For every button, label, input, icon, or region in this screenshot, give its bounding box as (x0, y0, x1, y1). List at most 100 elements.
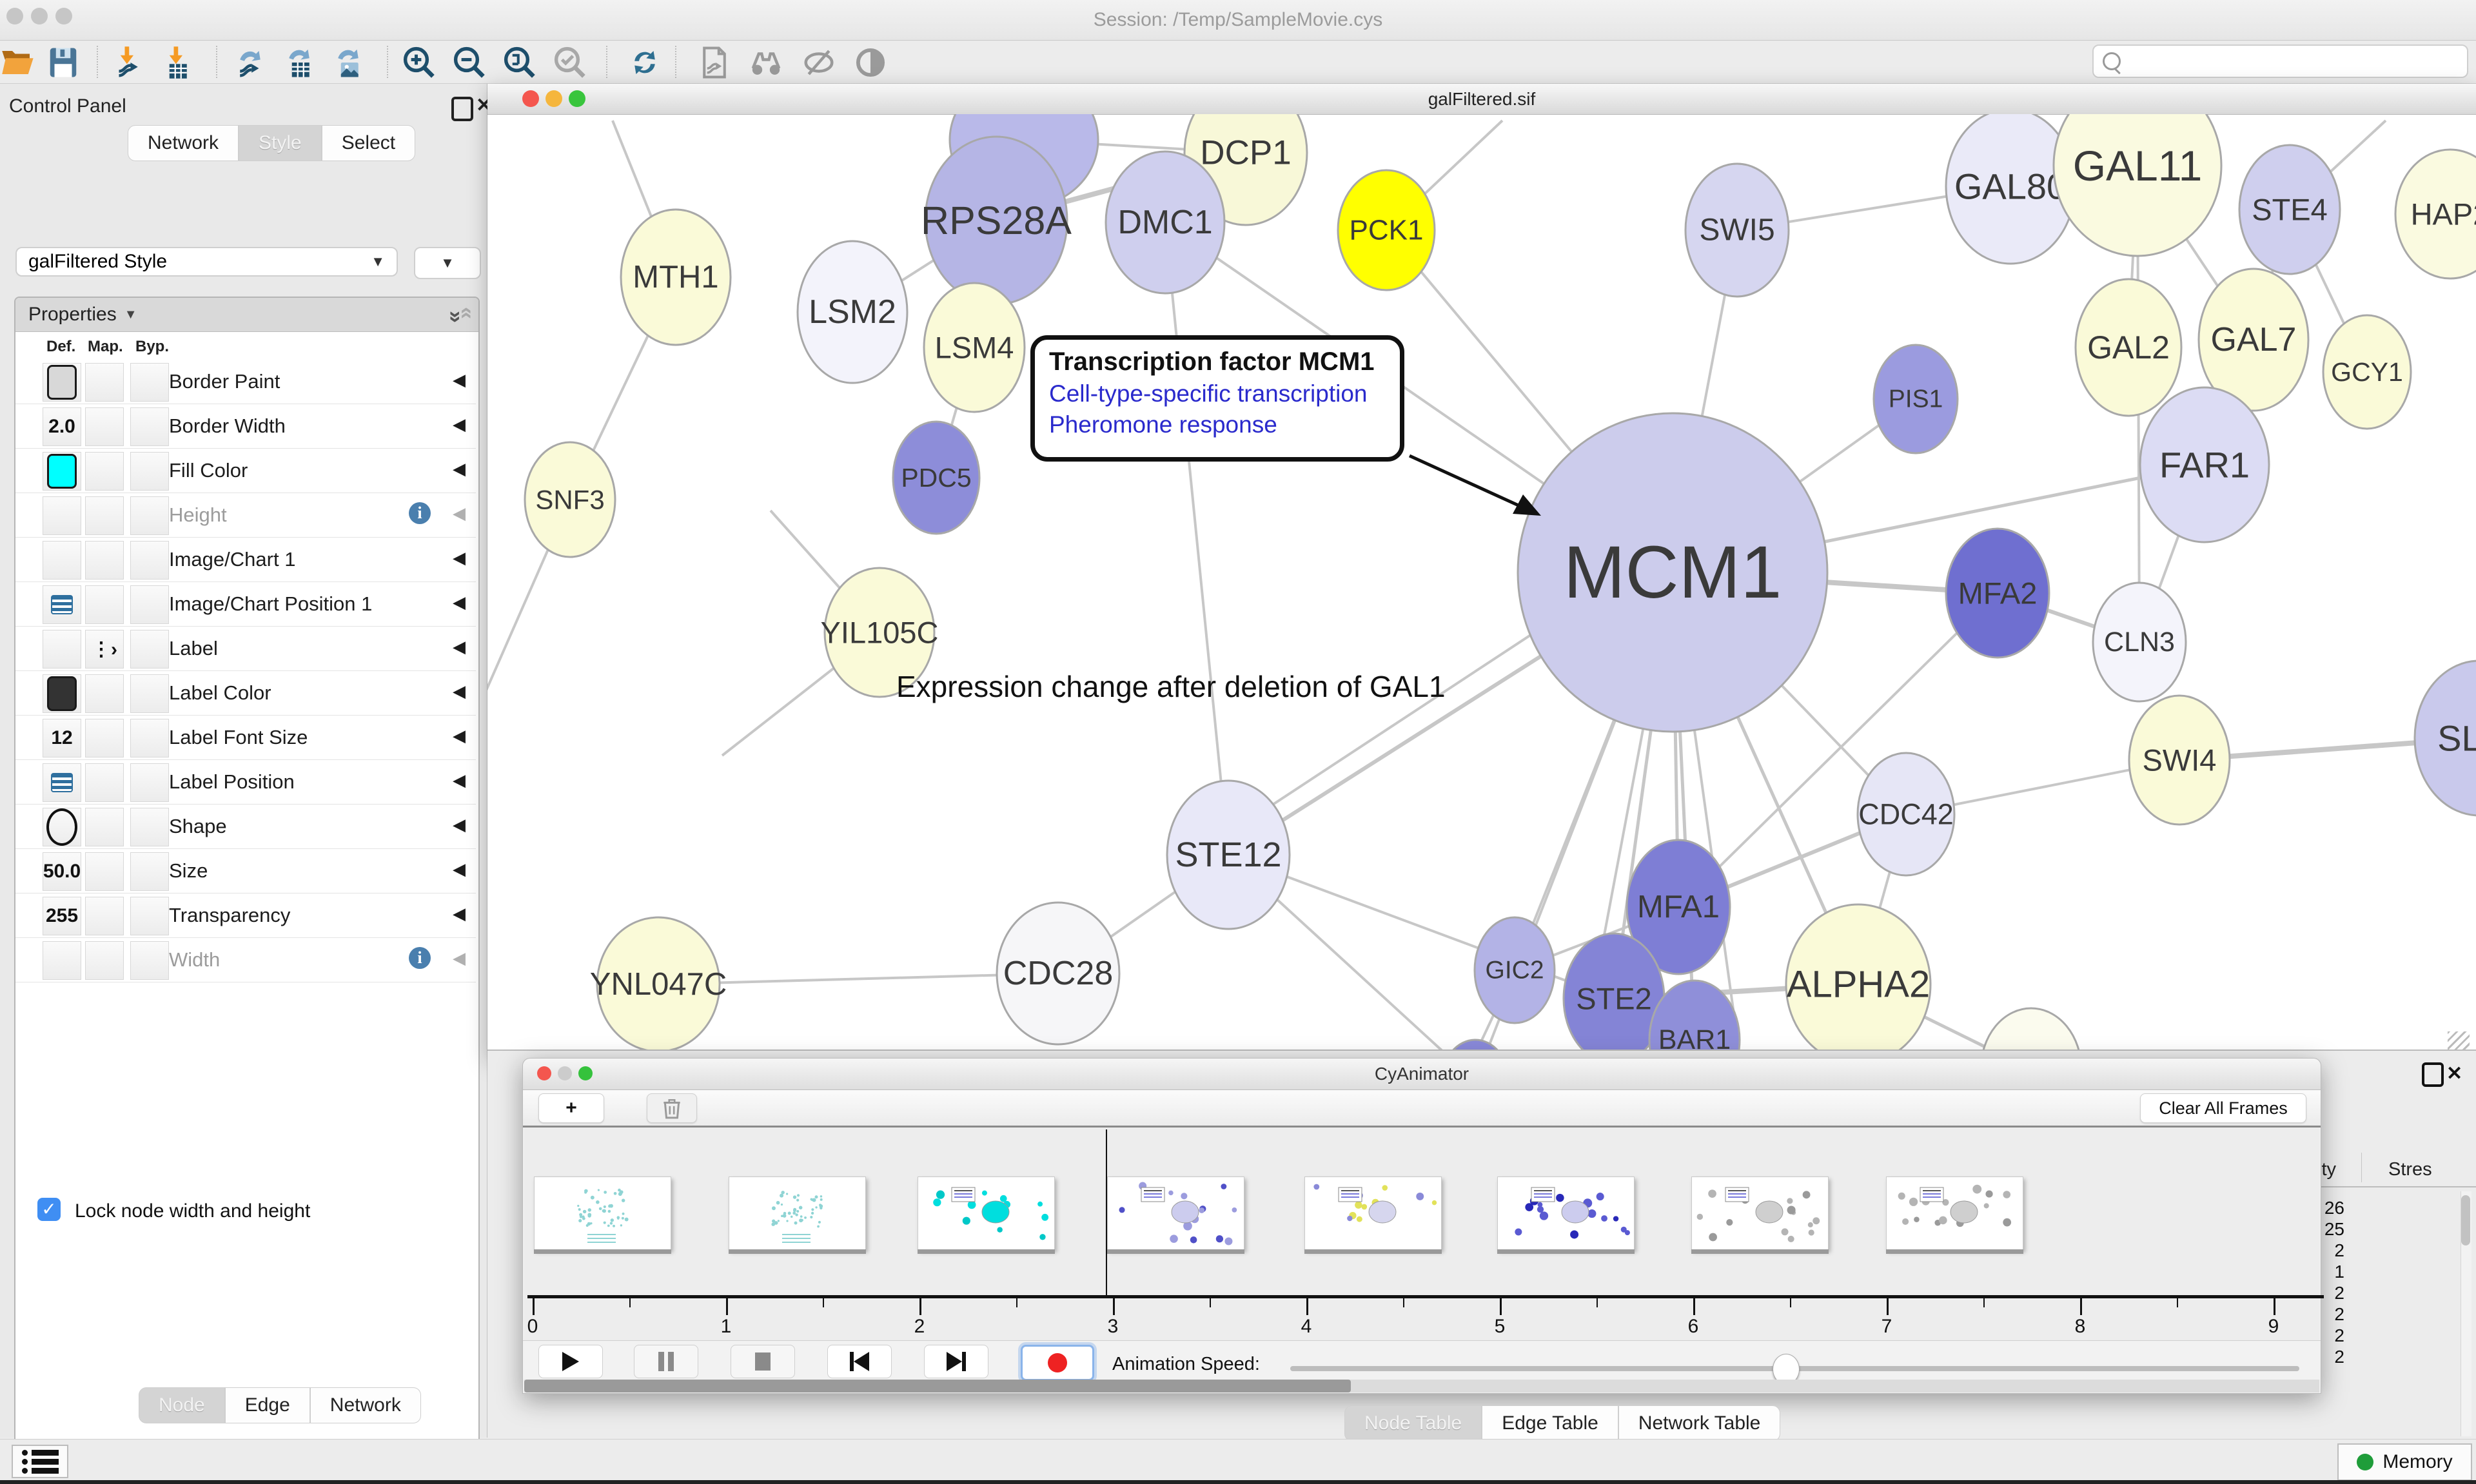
mapping-cell[interactable] (85, 941, 124, 980)
default-value-cell[interactable]: 50.0 (43, 852, 81, 891)
close-panel-icon[interactable]: ✕ (2446, 1063, 2463, 1084)
minimize-window-icon[interactable] (545, 90, 562, 107)
network-node-PIS1[interactable]: PIS1 (1872, 344, 1959, 454)
bypass-cell[interactable] (130, 808, 169, 846)
table-cell-value[interactable]: 2 (2334, 1347, 2344, 1367)
scrollbar-thumb[interactable] (524, 1380, 1351, 1392)
mapping-cell[interactable] (85, 496, 124, 535)
export-network-icon[interactable] (232, 44, 268, 81)
search-input[interactable] (2092, 44, 2468, 78)
network-node-STE2[interactable]: STE2 (1562, 932, 1665, 1057)
network-node-MFA2[interactable]: MFA2 (1945, 527, 2050, 659)
mapping-cell[interactable] (85, 897, 124, 935)
network-node-SLT2[interactable]: SLT2 (2413, 659, 2476, 817)
mapping-cell[interactable] (85, 719, 124, 757)
network-node-GAL11[interactable]: GAL11 (2052, 114, 2223, 257)
network-node-YNL047C[interactable]: YNL047C (590, 916, 727, 1053)
style-options-button[interactable]: ▼ (414, 247, 481, 279)
property-row-transparency[interactable]: 255 Transparency ◀ (15, 893, 476, 938)
expand-property-icon[interactable]: ◀ (453, 726, 466, 745)
task-history-button[interactable] (12, 1445, 68, 1478)
network-node-LSM2[interactable]: LSM2 (796, 240, 909, 384)
export-image-icon[interactable] (330, 44, 366, 81)
export-table-icon[interactable] (281, 44, 317, 81)
stop-button[interactable] (731, 1345, 795, 1378)
tab-network[interactable]: Network (128, 125, 239, 161)
network-node-STE4[interactable]: STE4 (2238, 144, 2341, 275)
tab-style[interactable]: Style (239, 125, 322, 161)
import-table-icon[interactable] (159, 44, 195, 81)
table-column-header[interactable]: Stres (2388, 1159, 2432, 1180)
zoom-in-icon[interactable] (401, 44, 437, 81)
property-row-shape[interactable]: Shape ◀ (15, 805, 476, 849)
minimize-window-icon[interactable] (558, 1066, 572, 1080)
frame-thumbnail-5[interactable] (1497, 1176, 1635, 1254)
table-cell-value[interactable]: 2 (2334, 1325, 2344, 1345)
tab-network-table[interactable]: Network Table (1618, 1405, 1781, 1441)
info-icon[interactable]: i (409, 502, 431, 524)
zoom-out-icon[interactable] (451, 44, 487, 81)
expand-property-icon[interactable]: ◀ (453, 503, 466, 523)
default-value-cell[interactable] (43, 496, 81, 535)
add-frame-button[interactable]: + (538, 1093, 604, 1123)
network-node-CLN3[interactable]: CLN3 (2092, 581, 2187, 703)
previous-frame-button[interactable] (827, 1345, 892, 1378)
property-row-image-chart-1[interactable]: Image/Chart 1 ◀ (15, 538, 476, 582)
bypass-cell[interactable] (130, 674, 169, 713)
expand-property-icon[interactable]: ◀ (453, 815, 466, 834)
playhead[interactable] (1106, 1129, 1107, 1297)
tab-edge[interactable]: Edge (224, 1387, 310, 1423)
network-node-MCM1[interactable]: MCM1 (1517, 412, 1829, 733)
hide-details-icon[interactable] (801, 44, 837, 81)
tab-network-style[interactable]: Network (310, 1387, 421, 1423)
expand-property-icon[interactable]: ◀ (453, 904, 466, 923)
bypass-cell[interactable] (130, 363, 169, 402)
collapse-all-icon[interactable]: » (453, 310, 478, 319)
search-network-icon[interactable] (748, 44, 784, 81)
network-node-FAR1[interactable]: FAR1 (2139, 386, 2270, 543)
table-cell-value[interactable]: 26 (2324, 1198, 2344, 1218)
network-node-GAL80[interactable]: GAL80 (1945, 114, 2076, 265)
play-button[interactable] (538, 1345, 603, 1378)
default-value-cell[interactable] (43, 541, 81, 580)
network-file-icon[interactable] (696, 44, 732, 81)
frame-thumbnail-2[interactable] (918, 1176, 1055, 1254)
default-value-cell[interactable] (43, 630, 81, 669)
network-node-LSM4[interactable]: LSM4 (923, 282, 1026, 413)
zoom-selected-icon[interactable] (552, 44, 588, 81)
bypass-cell[interactable] (130, 585, 169, 624)
property-row-label-font-size[interactable]: 12 Label Font Size ◀ (15, 716, 476, 760)
table-cell-value[interactable]: 2 (2334, 1304, 2344, 1324)
frame-thumbnail-3[interactable] (1107, 1176, 1244, 1254)
frame-thumbnail-6[interactable] (1691, 1176, 1829, 1254)
tab-node[interactable]: Node (139, 1387, 225, 1423)
default-value-cell[interactable]: 2.0 (43, 407, 81, 446)
zoom-window-icon[interactable] (569, 90, 585, 107)
close-window-icon[interactable] (6, 8, 23, 24)
tab-select[interactable]: Select (321, 125, 416, 161)
table-cell-value[interactable]: 2 (2334, 1240, 2344, 1260)
network-node-GAL7[interactable]: GAL7 (2197, 268, 2310, 412)
bypass-cell[interactable] (130, 496, 169, 535)
network-node-GAL2[interactable]: GAL2 (2074, 278, 2183, 417)
vertical-scrollbar[interactable] (2461, 1191, 2471, 1436)
network-edge[interactable] (1677, 592, 1999, 908)
network-node-PDC5[interactable]: PDC5 (892, 420, 981, 535)
property-row-label-position[interactable]: Label Position ◀ (15, 760, 476, 805)
default-value-cell[interactable] (43, 452, 81, 491)
cyanimator-titlebar[interactable]: CyAnimator (523, 1059, 2321, 1090)
bypass-cell[interactable] (130, 452, 169, 491)
bypass-cell[interactable] (130, 719, 169, 757)
frame-thumbnail-4[interactable] (1304, 1176, 1442, 1254)
property-row-border-width[interactable]: 2.0 Border Width ◀ (15, 404, 476, 449)
tab-node-table[interactable]: Node Table (1344, 1405, 1482, 1441)
expand-property-icon[interactable]: ◀ (453, 415, 466, 434)
bypass-cell[interactable] (130, 630, 169, 669)
mapping-cell[interactable] (85, 852, 124, 891)
zoom-fit-icon[interactable] (502, 44, 538, 81)
mapping-cell[interactable] (85, 541, 124, 580)
default-value-cell[interactable]: 255 (43, 897, 81, 935)
import-network-icon[interactable] (110, 44, 146, 81)
default-value-cell[interactable] (43, 763, 81, 802)
annotation-link[interactable]: Pheromone response (1049, 411, 1277, 438)
